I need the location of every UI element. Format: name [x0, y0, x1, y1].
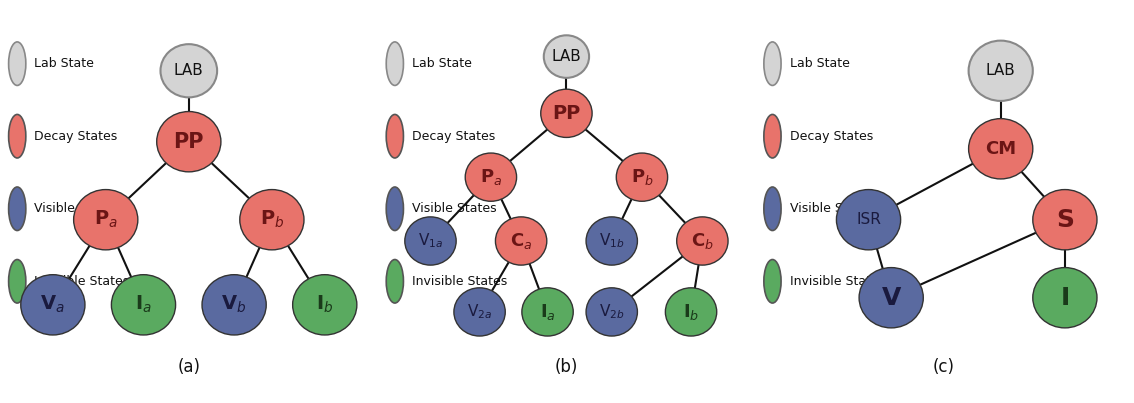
Circle shape — [586, 288, 637, 336]
Text: Lab State: Lab State — [412, 57, 472, 70]
Circle shape — [9, 114, 26, 158]
Text: V$_b$: V$_b$ — [221, 294, 247, 316]
Circle shape — [677, 217, 728, 265]
Circle shape — [293, 275, 357, 335]
Circle shape — [764, 114, 781, 158]
Text: I$_a$: I$_a$ — [540, 302, 556, 322]
Text: V: V — [881, 286, 900, 310]
Text: Visible States: Visible States — [789, 202, 874, 215]
Circle shape — [837, 189, 900, 250]
Circle shape — [1033, 268, 1097, 328]
Circle shape — [387, 114, 404, 158]
Text: P$_a$: P$_a$ — [480, 167, 502, 187]
Circle shape — [764, 187, 781, 231]
Text: LAB: LAB — [985, 63, 1016, 78]
Text: (c): (c) — [933, 358, 955, 376]
Text: Invisible States: Invisible States — [789, 275, 885, 288]
Text: PP: PP — [552, 104, 581, 123]
Text: C$_a$: C$_a$ — [510, 231, 532, 251]
Text: V$_{2a}$: V$_{2a}$ — [467, 303, 492, 321]
Text: P$_a$: P$_a$ — [94, 209, 118, 231]
Text: (b): (b) — [555, 358, 578, 376]
Text: P$_b$: P$_b$ — [260, 209, 285, 231]
Circle shape — [465, 153, 517, 201]
Text: S: S — [1056, 208, 1074, 232]
Text: V$_a$: V$_a$ — [41, 294, 66, 316]
Circle shape — [111, 275, 176, 335]
Circle shape — [387, 260, 404, 303]
Circle shape — [405, 217, 456, 265]
Circle shape — [239, 189, 304, 250]
Circle shape — [968, 118, 1033, 179]
Circle shape — [161, 44, 217, 98]
Text: I$_b$: I$_b$ — [316, 294, 333, 316]
Text: Invisible States: Invisible States — [34, 275, 129, 288]
Circle shape — [9, 260, 26, 303]
Text: LAB: LAB — [551, 49, 582, 64]
Text: P$_b$: P$_b$ — [631, 167, 653, 187]
Circle shape — [9, 42, 26, 85]
Circle shape — [586, 217, 637, 265]
Circle shape — [968, 41, 1033, 101]
Circle shape — [764, 42, 781, 85]
Circle shape — [74, 189, 138, 250]
Circle shape — [387, 187, 404, 231]
Circle shape — [9, 187, 26, 231]
Circle shape — [496, 217, 547, 265]
Text: CM: CM — [985, 140, 1016, 158]
Text: (a): (a) — [177, 358, 201, 376]
Circle shape — [156, 112, 221, 172]
Circle shape — [202, 275, 266, 335]
Text: V$_{1b}$: V$_{1b}$ — [599, 232, 625, 250]
Text: V$_{2b}$: V$_{2b}$ — [599, 303, 625, 321]
Circle shape — [544, 35, 589, 78]
Text: C$_b$: C$_b$ — [691, 231, 713, 251]
Text: Lab State: Lab State — [34, 57, 94, 70]
Circle shape — [387, 42, 404, 85]
Text: I$_b$: I$_b$ — [683, 302, 700, 322]
Text: LAB: LAB — [174, 63, 204, 78]
Circle shape — [454, 288, 506, 336]
Circle shape — [666, 288, 717, 336]
Text: Invisible States: Invisible States — [412, 275, 507, 288]
Circle shape — [541, 89, 592, 137]
Text: Decay States: Decay States — [412, 130, 496, 143]
Text: I$_a$: I$_a$ — [135, 294, 152, 316]
Circle shape — [764, 260, 781, 303]
Text: ISR: ISR — [856, 212, 881, 227]
Text: Visible States: Visible States — [412, 202, 497, 215]
Circle shape — [522, 288, 573, 336]
Circle shape — [616, 153, 668, 201]
Circle shape — [20, 275, 85, 335]
Text: Decay States: Decay States — [789, 130, 873, 143]
Circle shape — [860, 268, 923, 328]
Text: I: I — [1060, 286, 1069, 310]
Text: Decay States: Decay States — [34, 130, 118, 143]
Text: V$_{1a}$: V$_{1a}$ — [418, 232, 443, 250]
Circle shape — [1033, 189, 1097, 250]
Text: Lab State: Lab State — [789, 57, 849, 70]
Text: PP: PP — [174, 132, 204, 152]
Text: Visible States: Visible States — [34, 202, 119, 215]
